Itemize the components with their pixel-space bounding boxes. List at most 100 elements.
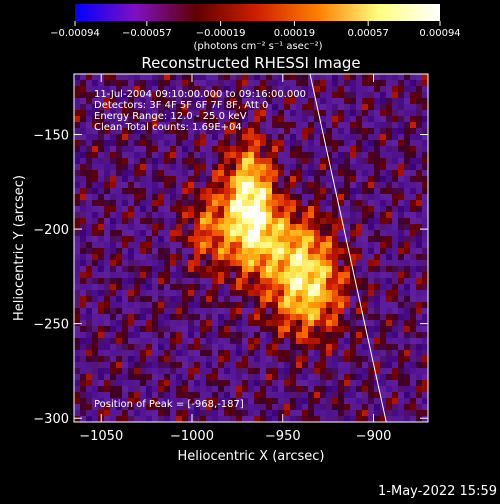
heatmap-cell	[128, 278, 134, 284]
heatmap-cell	[212, 140, 218, 146]
heatmap-cell	[80, 314, 86, 320]
heatmap-cell	[380, 188, 386, 194]
heatmap-cell	[140, 140, 146, 146]
heatmap-cell	[182, 260, 188, 266]
heatmap-cell	[302, 206, 308, 212]
heatmap-cell	[164, 272, 170, 278]
heatmap-cell	[398, 368, 404, 374]
heatmap-cell	[116, 200, 122, 206]
heatmap-cell	[92, 398, 98, 404]
heatmap-cell	[218, 128, 224, 134]
heatmap-cell	[254, 314, 260, 320]
heatmap-cell	[146, 320, 152, 326]
heatmap-cell	[230, 398, 236, 404]
heatmap-cell	[128, 326, 134, 332]
heatmap-cell	[344, 170, 350, 176]
heatmap-cell	[368, 218, 374, 224]
heatmap-cell	[404, 128, 410, 134]
heatmap-cell	[374, 416, 380, 422]
heatmap-cell	[224, 212, 230, 218]
heatmap-cell	[392, 176, 398, 182]
heatmap-cell	[302, 182, 308, 188]
heatmap-cell	[368, 284, 374, 290]
heatmap-cell	[206, 356, 212, 362]
heatmap-cell	[242, 104, 248, 110]
heatmap-cell	[254, 308, 260, 314]
heatmap-cell	[332, 338, 338, 344]
heatmap-cell	[236, 182, 242, 188]
heatmap-cell	[302, 326, 308, 332]
heatmap-cell	[422, 350, 428, 356]
heatmap-cell	[260, 146, 266, 152]
heatmap-cell	[74, 344, 80, 350]
heatmap-cell	[380, 140, 386, 146]
heatmap-cell	[176, 278, 182, 284]
heatmap-cell	[92, 350, 98, 356]
heatmap-cell	[164, 152, 170, 158]
heatmap-cell	[392, 272, 398, 278]
heatmap-cell	[266, 110, 272, 116]
heatmap-cell	[158, 380, 164, 386]
heatmap-cell	[152, 410, 158, 416]
heatmap-cell	[410, 212, 416, 218]
heatmap-cell	[158, 86, 164, 92]
heatmap-cell	[158, 314, 164, 320]
heatmap-cell	[224, 200, 230, 206]
heatmap-cell	[170, 212, 176, 218]
heatmap-cell	[386, 212, 392, 218]
heatmap-cell	[236, 80, 242, 86]
heatmap-cell	[98, 242, 104, 248]
heatmap-cell	[86, 194, 92, 200]
heatmap-cell	[374, 170, 380, 176]
heatmap-cell	[296, 344, 302, 350]
heatmap-cell	[194, 296, 200, 302]
heatmap-cell	[254, 290, 260, 296]
heatmap-cell	[368, 404, 374, 410]
heatmap-cell	[230, 380, 236, 386]
heatmap-cell	[344, 332, 350, 338]
heatmap-cell	[326, 290, 332, 296]
heatmap-cell	[362, 122, 368, 128]
heatmap-cell	[368, 308, 374, 314]
heatmap-cell	[422, 290, 428, 296]
heatmap-cell	[320, 236, 326, 242]
heatmap-cell	[170, 326, 176, 332]
heatmap-cell	[350, 80, 356, 86]
heatmap-cell	[254, 284, 260, 290]
heatmap-cell	[110, 176, 116, 182]
heatmap-cell	[350, 416, 356, 422]
heatmap-cell	[218, 92, 224, 98]
heatmap-cell	[380, 74, 386, 80]
heatmap-cell	[332, 278, 338, 284]
heatmap-cell	[254, 362, 260, 368]
heatmap-cell	[122, 332, 128, 338]
heatmap-cell	[368, 392, 374, 398]
heatmap-cell	[128, 206, 134, 212]
heatmap-cell	[422, 110, 428, 116]
heatmap-cell	[374, 404, 380, 410]
heatmap-cell	[332, 398, 338, 404]
heatmap-cell	[122, 344, 128, 350]
heatmap-cell	[134, 404, 140, 410]
heatmap-cell	[248, 404, 254, 410]
heatmap-cell	[200, 86, 206, 92]
heatmap-cell	[176, 308, 182, 314]
heatmap-cell	[164, 320, 170, 326]
heatmap-cell	[284, 86, 290, 92]
heatmap-cell	[410, 266, 416, 272]
heatmap-cell	[266, 392, 272, 398]
heatmap-cell	[350, 362, 356, 368]
heatmap-cell	[320, 392, 326, 398]
heatmap-cell	[398, 194, 404, 200]
heatmap-cell	[158, 176, 164, 182]
heatmap-cell	[374, 290, 380, 296]
heatmap-cell	[350, 410, 356, 416]
heatmap-cell	[248, 320, 254, 326]
heatmap-cell	[404, 254, 410, 260]
heatmap-cell	[410, 170, 416, 176]
heatmap-cell	[350, 278, 356, 284]
heatmap-cell	[338, 374, 344, 380]
heatmap-cell	[74, 260, 80, 266]
heatmap-cell	[98, 392, 104, 398]
heatmap-cell	[290, 164, 296, 170]
